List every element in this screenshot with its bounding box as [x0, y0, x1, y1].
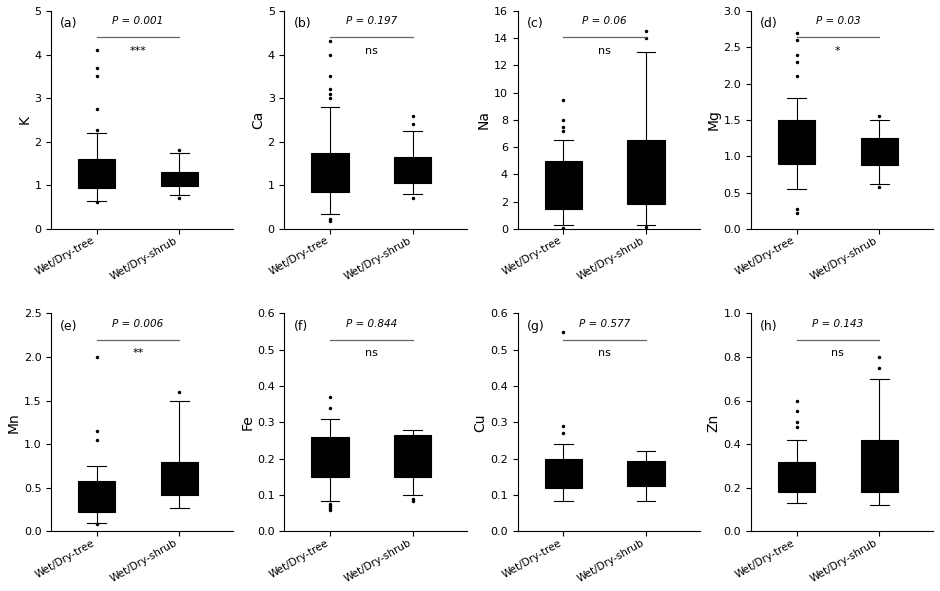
PathPatch shape: [78, 481, 116, 512]
Text: (c): (c): [526, 18, 543, 31]
Text: **: **: [133, 348, 144, 358]
PathPatch shape: [778, 462, 815, 492]
PathPatch shape: [627, 460, 665, 486]
Text: P = 0.06: P = 0.06: [582, 16, 627, 26]
Text: P = 0.197: P = 0.197: [346, 16, 397, 26]
Text: ns: ns: [365, 348, 378, 358]
Text: (f): (f): [293, 320, 307, 333]
Text: P = 0.143: P = 0.143: [812, 319, 864, 329]
Text: ns: ns: [832, 348, 844, 358]
PathPatch shape: [544, 161, 582, 209]
PathPatch shape: [311, 152, 349, 192]
PathPatch shape: [311, 437, 349, 477]
PathPatch shape: [861, 138, 898, 165]
Text: P = 0.006: P = 0.006: [113, 319, 164, 329]
Text: P = 0.001: P = 0.001: [113, 16, 164, 26]
PathPatch shape: [78, 159, 116, 187]
Y-axis label: Cu: Cu: [474, 413, 488, 431]
Y-axis label: Mn: Mn: [7, 412, 21, 433]
Text: ns: ns: [598, 46, 611, 56]
Text: P = 0.03: P = 0.03: [816, 16, 860, 26]
Text: P = 0.577: P = 0.577: [579, 319, 630, 329]
Text: (a): (a): [60, 18, 78, 31]
Text: ns: ns: [598, 348, 611, 358]
Text: (d): (d): [760, 18, 777, 31]
PathPatch shape: [627, 141, 665, 204]
PathPatch shape: [161, 462, 198, 495]
Text: (h): (h): [760, 320, 777, 333]
Text: *: *: [835, 46, 840, 56]
PathPatch shape: [161, 172, 198, 186]
Y-axis label: Mg: Mg: [707, 109, 721, 131]
Y-axis label: Na: Na: [478, 111, 491, 129]
Text: (b): (b): [293, 18, 311, 31]
Y-axis label: K: K: [18, 115, 32, 125]
PathPatch shape: [778, 120, 815, 164]
Text: (g): (g): [526, 320, 544, 333]
PathPatch shape: [394, 157, 431, 183]
Text: ns: ns: [365, 46, 378, 56]
Text: ***: ***: [130, 46, 147, 56]
PathPatch shape: [861, 440, 898, 492]
Y-axis label: Fe: Fe: [241, 414, 254, 430]
Text: P = 0.844: P = 0.844: [346, 319, 397, 329]
Text: (e): (e): [60, 320, 78, 333]
PathPatch shape: [394, 435, 431, 477]
PathPatch shape: [544, 459, 582, 488]
Y-axis label: Zn: Zn: [707, 413, 721, 431]
Y-axis label: Ca: Ca: [251, 111, 265, 129]
